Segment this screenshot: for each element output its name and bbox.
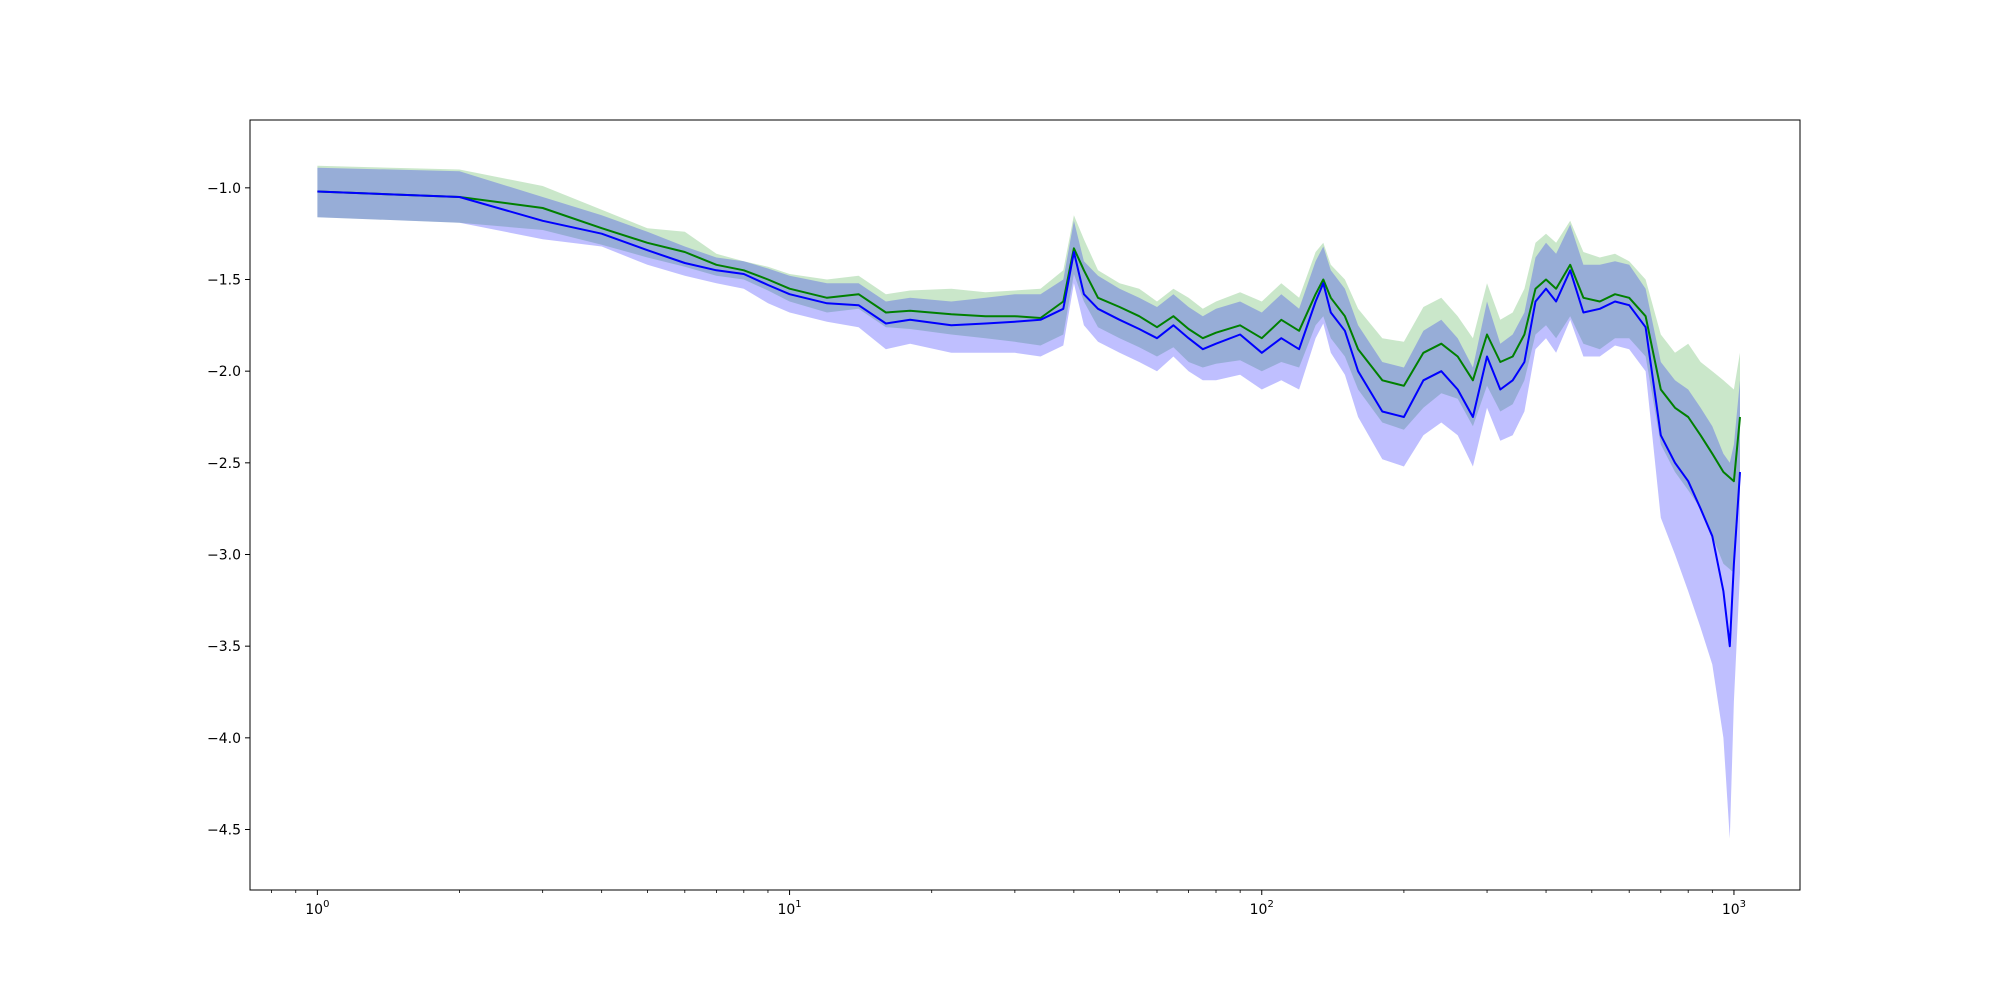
y-tick-label: −4.0 [207, 731, 241, 747]
y-tick-label: −2.0 [207, 364, 241, 380]
plot-area [317, 165, 1741, 839]
y-tick-label: −3.0 [207, 548, 241, 564]
y-tick-label: −1.5 [207, 273, 241, 289]
series-1-line [317, 190, 1741, 648]
y-tick-label: −2.5 [207, 456, 241, 472]
x-tick-label: 103 [1722, 899, 1746, 918]
axes-frame [249, 119, 1801, 891]
series-0-band [317, 165, 1740, 573]
x-tick-label: 100 [305, 899, 329, 918]
y-tick-label: −3.5 [207, 639, 241, 655]
x-tick-label: 102 [1250, 899, 1274, 918]
y-tick-label: −1.0 [207, 181, 241, 197]
y-tick-label: −4.5 [207, 823, 241, 839]
series-1-band [317, 167, 1740, 839]
x-axis: 100 101 102 103 [271, 890, 1746, 918]
series-0-line [317, 190, 1741, 483]
y-axis: −1.0 −1.5 −2.0 −2.5 −3.0 −3.5 −4.0 −4.5 [207, 181, 250, 839]
x-tick-label: 101 [777, 899, 801, 918]
